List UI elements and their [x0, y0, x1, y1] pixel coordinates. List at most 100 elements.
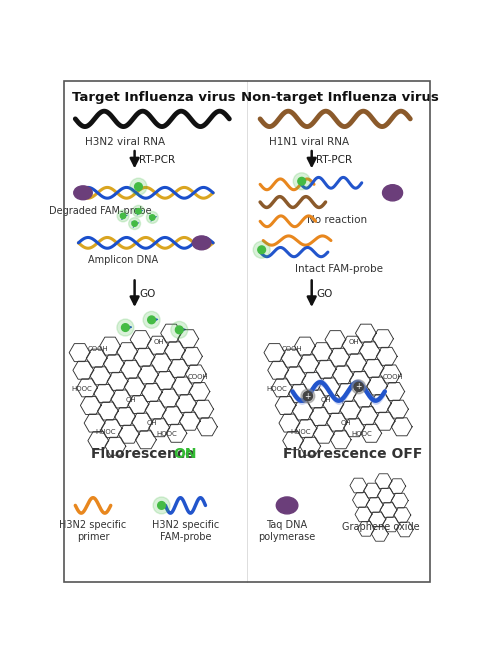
Text: COOH: COOH [87, 346, 108, 352]
Text: HUOC: HUOC [290, 429, 310, 435]
Polygon shape [141, 384, 162, 401]
Polygon shape [166, 424, 187, 442]
Polygon shape [119, 425, 139, 443]
Circle shape [253, 241, 270, 258]
Circle shape [147, 212, 158, 223]
Polygon shape [383, 517, 400, 532]
Circle shape [147, 316, 155, 324]
Polygon shape [313, 425, 334, 443]
Text: GO: GO [316, 290, 333, 300]
Polygon shape [369, 512, 386, 527]
Text: Fluorescence: Fluorescence [91, 447, 199, 461]
Polygon shape [384, 382, 404, 401]
Polygon shape [138, 366, 159, 384]
Circle shape [117, 319, 134, 336]
Circle shape [354, 382, 363, 392]
Ellipse shape [383, 185, 402, 201]
Circle shape [293, 173, 310, 190]
Polygon shape [353, 389, 374, 407]
Polygon shape [366, 497, 383, 512]
Text: COOH: COOH [187, 374, 208, 380]
Polygon shape [375, 474, 392, 488]
Polygon shape [134, 348, 155, 366]
Polygon shape [389, 479, 406, 493]
Polygon shape [86, 349, 107, 367]
Polygon shape [147, 336, 168, 354]
Polygon shape [69, 344, 90, 361]
Text: COOH: COOH [382, 374, 403, 380]
Polygon shape [281, 349, 302, 367]
Polygon shape [179, 412, 200, 430]
Polygon shape [302, 373, 323, 390]
Polygon shape [329, 348, 349, 366]
Text: HOOC: HOOC [351, 431, 372, 437]
Polygon shape [344, 419, 364, 437]
Text: Target Influenza virus: Target Influenza virus [72, 91, 236, 104]
Polygon shape [306, 390, 326, 408]
Polygon shape [168, 359, 189, 377]
Circle shape [301, 389, 315, 403]
Circle shape [143, 311, 160, 328]
Polygon shape [285, 367, 306, 385]
Polygon shape [155, 371, 175, 390]
Ellipse shape [192, 236, 211, 250]
Polygon shape [342, 336, 363, 354]
Polygon shape [295, 337, 315, 355]
Polygon shape [349, 371, 370, 390]
Polygon shape [159, 389, 179, 407]
Polygon shape [357, 407, 378, 424]
Circle shape [136, 208, 141, 214]
Polygon shape [101, 420, 122, 438]
Polygon shape [391, 493, 408, 508]
Text: OH: OH [320, 397, 331, 403]
Polygon shape [105, 438, 126, 455]
Text: HUOC: HUOC [95, 429, 116, 435]
Polygon shape [175, 395, 197, 413]
Circle shape [132, 221, 137, 226]
Polygon shape [164, 342, 185, 360]
Text: ON: ON [173, 447, 197, 461]
Polygon shape [124, 378, 145, 396]
Polygon shape [279, 414, 300, 432]
Text: Graphene oxide: Graphene oxide [342, 522, 420, 532]
Polygon shape [356, 324, 376, 342]
Polygon shape [300, 438, 321, 455]
Polygon shape [323, 396, 344, 413]
Polygon shape [373, 330, 393, 348]
Text: H3N2 specific
primer: H3N2 specific primer [59, 520, 127, 541]
Circle shape [352, 380, 366, 394]
Text: No reaction: No reaction [307, 215, 367, 225]
Text: Intact FAM-probe: Intact FAM-probe [295, 263, 383, 273]
Circle shape [120, 214, 126, 219]
Text: RT-PCR: RT-PCR [316, 156, 352, 166]
Polygon shape [90, 367, 111, 385]
Polygon shape [394, 508, 411, 522]
Polygon shape [359, 342, 380, 360]
Circle shape [298, 177, 306, 185]
Text: H3N2 viral RNA: H3N2 viral RNA [84, 137, 165, 147]
Polygon shape [336, 384, 357, 401]
Polygon shape [97, 402, 118, 420]
Polygon shape [289, 384, 309, 402]
Polygon shape [104, 355, 124, 373]
Polygon shape [283, 432, 304, 449]
Polygon shape [115, 407, 135, 426]
Polygon shape [296, 420, 317, 438]
Polygon shape [311, 343, 333, 361]
Polygon shape [330, 431, 351, 449]
Polygon shape [352, 493, 369, 507]
Polygon shape [374, 412, 395, 430]
Polygon shape [298, 355, 319, 373]
Polygon shape [178, 330, 199, 348]
Polygon shape [377, 488, 394, 503]
Text: H1N1 viral RNA: H1N1 viral RNA [269, 137, 349, 147]
Polygon shape [77, 379, 97, 397]
Polygon shape [275, 396, 296, 415]
Polygon shape [185, 365, 206, 383]
Polygon shape [364, 483, 381, 498]
Text: RT-PCR: RT-PCR [139, 156, 175, 166]
Text: OH: OH [146, 420, 157, 426]
Polygon shape [327, 413, 348, 431]
Text: OH: OH [341, 420, 352, 426]
Polygon shape [346, 354, 367, 372]
